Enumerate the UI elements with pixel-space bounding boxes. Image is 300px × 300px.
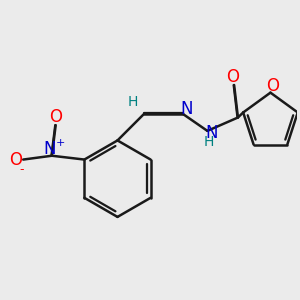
Text: O: O: [266, 77, 279, 95]
Text: +: +: [56, 139, 65, 148]
Text: H: H: [204, 135, 214, 149]
Text: N: N: [205, 124, 217, 142]
Text: O: O: [9, 151, 22, 169]
Text: N: N: [44, 140, 56, 158]
Text: H: H: [128, 95, 138, 109]
Text: N: N: [181, 100, 193, 118]
Text: O: O: [226, 68, 239, 86]
Text: -: -: [20, 164, 24, 176]
Text: O: O: [49, 109, 62, 127]
